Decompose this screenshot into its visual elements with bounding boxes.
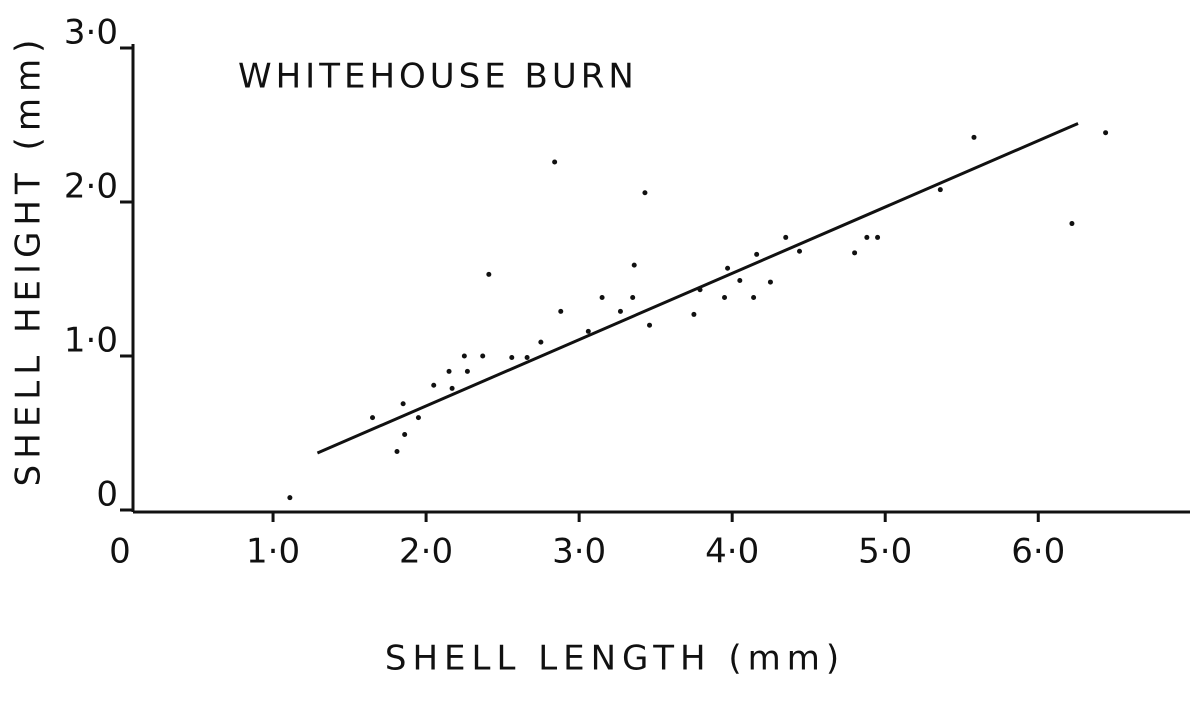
point xyxy=(446,368,452,374)
point xyxy=(400,401,406,407)
point xyxy=(647,322,653,328)
point xyxy=(558,308,564,314)
point xyxy=(415,415,421,421)
point xyxy=(486,271,492,277)
y-axis-label: SHELL HEIGHT (mm) xyxy=(9,34,49,487)
point xyxy=(394,448,400,454)
x-tick-label: 6·0 xyxy=(1011,532,1065,572)
point xyxy=(617,308,623,314)
point xyxy=(754,251,760,257)
x-tick-label: 2·0 xyxy=(399,532,453,572)
point xyxy=(431,382,437,388)
point xyxy=(937,187,943,193)
x-tick-label: 3·0 xyxy=(552,532,606,572)
point xyxy=(538,339,544,345)
y-tick-label: 1·0 xyxy=(64,321,118,361)
point xyxy=(691,311,697,317)
x-tick-label: 5·0 xyxy=(858,532,912,572)
point xyxy=(725,265,731,271)
point xyxy=(783,234,789,240)
y-tick-label: 2·0 xyxy=(64,167,118,207)
point xyxy=(599,294,605,300)
point xyxy=(751,294,757,300)
y-tick-label: 0 xyxy=(96,475,118,515)
x-tick-label: 1·0 xyxy=(246,532,300,572)
point xyxy=(449,385,455,391)
point xyxy=(875,234,881,240)
point xyxy=(1103,130,1109,136)
point xyxy=(767,279,773,285)
point xyxy=(971,134,977,140)
x-axis-label: SHELL LENGTH (mm) xyxy=(385,639,845,679)
point xyxy=(642,190,648,196)
x-tick-label: 0 xyxy=(109,532,131,572)
point xyxy=(1069,221,1075,227)
point xyxy=(480,353,486,359)
point xyxy=(509,355,515,361)
point xyxy=(402,432,408,438)
x-tick-label: 4·0 xyxy=(705,532,759,572)
point xyxy=(585,328,591,334)
point xyxy=(464,368,470,374)
point xyxy=(287,495,293,501)
chart-title: WHITEHOUSE BURN xyxy=(238,57,638,97)
point xyxy=(461,353,467,359)
point xyxy=(737,278,743,284)
point xyxy=(852,250,858,256)
point xyxy=(370,415,376,421)
point xyxy=(797,248,803,254)
point xyxy=(630,294,636,300)
fit-line xyxy=(316,122,1079,455)
point xyxy=(524,355,530,361)
point xyxy=(631,262,637,268)
point xyxy=(864,234,870,240)
point xyxy=(722,294,728,300)
y-tick-label: 3·0 xyxy=(64,13,118,53)
point xyxy=(552,159,558,165)
